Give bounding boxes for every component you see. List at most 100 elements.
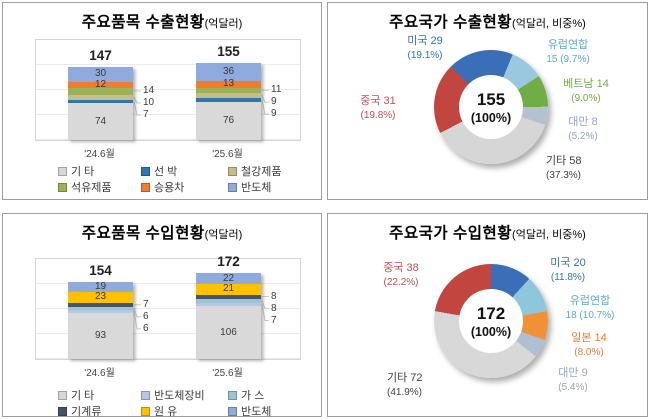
- stacked-bar: 93 23 19: [68, 280, 133, 359]
- segment-outside-label: 7: [143, 109, 149, 120]
- legend-label: 석유제품: [71, 182, 112, 194]
- legend-marker: [141, 406, 150, 416]
- legend-label: 반도체장비: [154, 390, 205, 402]
- segment-outside-label: 7: [271, 314, 277, 326]
- segment-outside-label: 6: [143, 310, 149, 322]
- segment-value-label: 74: [94, 115, 107, 127]
- donut-label-percent: (19.1%): [407, 50, 443, 62]
- bar-total-label: 147: [89, 47, 112, 63]
- donut-slice-label-대만: 대만 8 (5.2%): [528, 115, 638, 144]
- stacked-bar: 106 21 22: [196, 273, 261, 359]
- panel-import-countries: 주요국가 수입현황(억달러, 비중%) 172 (100%) 미국 20 (11.…: [327, 213, 648, 417]
- stacked-bar: 74 12 30: [68, 66, 133, 140]
- legend-marker: [141, 182, 150, 192]
- panel-title: 주요품목 수입현황(억달러): [3, 221, 321, 243]
- donut-label-name-value: 베트남 14: [563, 78, 609, 90]
- donut-label-percent: (5.4%): [558, 382, 588, 394]
- segment-value-label: 21: [222, 283, 235, 295]
- donut-label-percent: (5.2%): [568, 131, 598, 143]
- segment-value-label: 13: [222, 78, 235, 90]
- segment-outside-label: 8: [271, 302, 277, 314]
- legend-marker: [141, 166, 150, 176]
- legend-label: 기 타: [71, 166, 95, 178]
- legend-marker: [228, 406, 237, 416]
- x-axis-label: '25.6월: [212, 368, 243, 379]
- legend-item-철강제품: 철강제품: [228, 163, 281, 179]
- legend-item-석유제품: 석유제품: [58, 179, 111, 195]
- bar-segment-기타: 74: [68, 103, 133, 140]
- leader-lines: [133, 89, 269, 116]
- segment-value-label: 19: [94, 280, 107, 292]
- bar-segment-반도체: 19: [68, 280, 133, 292]
- donut-label-percent: (11.8%): [550, 272, 586, 284]
- x-axis-label: '24.6월: [84, 368, 115, 379]
- segment-outside-label: 10: [143, 97, 155, 108]
- bar-segment-원유: 21: [196, 284, 261, 295]
- bar-total-label: 172: [217, 254, 240, 269]
- legend-label: 기 타: [71, 390, 95, 402]
- title-unit: (억달러): [204, 18, 243, 30]
- donut-label-name-value: 유럽연합: [569, 295, 611, 307]
- legend-marker: [228, 166, 237, 176]
- legend-label: 기계류: [71, 406, 102, 418]
- title-text: 주요품목 수입현황: [81, 225, 205, 242]
- legend-label: 가 스: [241, 390, 265, 402]
- bar-segment-승용차: 13: [196, 78, 261, 90]
- bar-segment-가스: [68, 306, 133, 310]
- bar-segment-승용차: 12: [68, 79, 133, 89]
- donut-slice-label-베트남: 베트남 14 (9.0%): [531, 77, 641, 106]
- x-axis-label: '24.6월: [84, 149, 115, 160]
- donut-label-name-value: 중국 31: [360, 95, 396, 107]
- segment-value-label: 23: [94, 291, 107, 303]
- donut-total: 155: [476, 90, 506, 110]
- bar-segment-반도체: 36: [196, 63, 261, 81]
- legend-label: 승용차: [154, 182, 185, 194]
- legend-item-반도체: 반도체: [228, 179, 271, 195]
- donut-label-name-value: 대만 8: [568, 116, 598, 128]
- leader-line: [133, 307, 141, 318]
- bar-segment-반도체: 22: [196, 273, 261, 284]
- segment-value-label: 22: [222, 272, 235, 284]
- donut-label-percent: (41.9%): [387, 387, 423, 399]
- donut-label-percent: (9.0%): [571, 93, 601, 105]
- legend-marker: [141, 390, 150, 400]
- legend-item-기계류: 기계류: [58, 403, 101, 419]
- segment-value-label: 106: [220, 326, 237, 338]
- donut-label-name-value: 기타 58: [546, 155, 582, 167]
- bar-segment-반도체장비: [68, 309, 133, 313]
- leader-line: [133, 101, 141, 116]
- segment-value-label: 76: [222, 115, 235, 126]
- legend-marker: [58, 166, 67, 176]
- leader-line: [133, 96, 141, 104]
- donut-slice-label-유럽연합: 유럽연합 15 (9.7%): [513, 38, 623, 67]
- donut-center-label: 172 (100%): [434, 264, 548, 378]
- x-axis-labels: '24.6월 '25.6월: [35, 364, 299, 379]
- segment-outside-label: 9: [271, 96, 277, 108]
- legend-marker: [58, 406, 67, 416]
- title-text: 주요국가 수출현황: [389, 14, 513, 31]
- bar-segment-원유: 23: [68, 291, 133, 303]
- title-text: 주요품목 수출현황: [81, 14, 205, 31]
- panel-import-items: 주요품목 수입현황(억달러) 93 23 19 154 7 6 6 106 21 22 172 8 8 7…: [2, 213, 322, 419]
- segment-value-label: 30: [94, 68, 107, 79]
- bar-plot-area: 74 12 30 147 14 10 7 76 13 36 155 11 9 9: [35, 39, 301, 141]
- donut-label-name-value: 중국 38: [383, 262, 419, 274]
- chart-legend: 기 타 반도체장비 가 스 기계류 원 유 반도체: [3, 387, 321, 419]
- bar-segment-가스: [196, 298, 261, 303]
- legend-label: 반도체: [241, 182, 272, 194]
- donut-label-name-value: 미국 29: [407, 35, 443, 47]
- legend-item-승용차: 승용차: [141, 179, 184, 195]
- leader-line: [261, 300, 269, 309]
- donut-slice-label-유럽연합: 유럽연합 18 (10.7%): [535, 294, 645, 323]
- legend-item-기타: 기 타: [58, 163, 94, 179]
- donut-total-pct: (100%): [470, 110, 512, 125]
- legend-label: 선 박: [154, 166, 178, 178]
- bar-segment-반도체: 30: [68, 66, 133, 82]
- donut-total-pct: (100%): [470, 324, 512, 339]
- panel-export-countries: 주요국가 수출현황(억달러, 비중%) 155 (100%) 미국 29 (19.…: [327, 2, 648, 200]
- donut-label-percent: 18 (10.7%): [565, 310, 615, 322]
- donut-slice-label-기타: 기타 72 (41.9%): [387, 371, 423, 400]
- segment-outside-label: 6: [143, 322, 149, 334]
- panel-export-items: 주요품목 수출현황(억달러) 74 12 30 147 14 10 7 76 13 36 155 11…: [2, 2, 322, 200]
- bar-plot-area: 93 23 19 154 7 6 6 106 21 22 172 8 8 7: [35, 254, 301, 360]
